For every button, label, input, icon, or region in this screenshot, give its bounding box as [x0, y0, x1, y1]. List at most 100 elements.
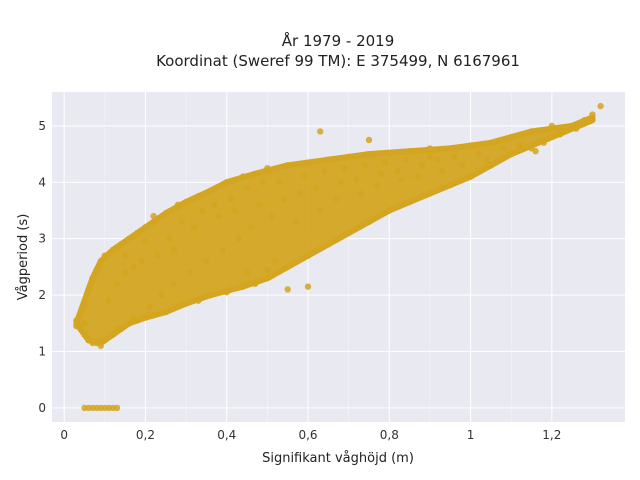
data-point — [158, 291, 165, 299]
data-point — [341, 164, 348, 172]
data-point — [508, 150, 515, 158]
data-point — [243, 269, 251, 276]
data-point — [365, 218, 373, 225]
x-tick-label: 0,8 — [380, 428, 399, 442]
data-point — [487, 139, 495, 146]
data-point — [219, 246, 226, 254]
data-point — [414, 173, 421, 180]
data-point — [556, 131, 564, 138]
data-point — [162, 210, 169, 217]
data-point — [207, 291, 214, 299]
data-point — [532, 148, 539, 155]
data-point — [589, 111, 596, 118]
data-point — [386, 207, 393, 214]
data-point — [467, 173, 474, 180]
data-point — [93, 266, 100, 273]
chart-subtitle: Koordinat (Sweref 99 TM): E 375499, N 61… — [156, 52, 520, 70]
data-point — [154, 252, 161, 259]
data-point — [581, 117, 588, 124]
y-tick-label: 4 — [38, 175, 46, 189]
data-point — [109, 246, 117, 254]
data-point — [268, 212, 275, 220]
data-point — [451, 153, 458, 161]
data-point — [166, 235, 174, 242]
data-point — [447, 145, 454, 152]
data-point — [77, 311, 84, 319]
data-point — [516, 142, 523, 149]
data-point — [264, 164, 271, 172]
data-point — [162, 308, 169, 316]
data-point — [292, 218, 300, 225]
data-point — [101, 337, 109, 344]
data-point — [130, 314, 137, 321]
data-point — [239, 283, 247, 290]
data-point — [377, 170, 385, 177]
data-point — [146, 303, 153, 310]
data-point — [199, 207, 206, 214]
data-point — [475, 150, 482, 158]
data-point — [81, 320, 88, 327]
data-point — [508, 133, 515, 141]
data-point — [243, 184, 251, 192]
data-point — [264, 274, 271, 282]
data-point — [304, 159, 312, 166]
data-point — [434, 156, 442, 163]
data-point — [186, 269, 194, 276]
data-point — [126, 320, 133, 327]
data-point — [239, 173, 247, 180]
data-point — [251, 280, 259, 287]
data-point — [195, 297, 202, 304]
data-point — [317, 207, 324, 214]
data-point — [321, 167, 328, 175]
data-point — [528, 128, 535, 135]
data-point — [142, 224, 149, 231]
data-point — [499, 145, 507, 152]
chart-title: År 1979 - 2019 — [282, 31, 395, 50]
x-tick-label: 0,2 — [136, 428, 155, 442]
data-point — [333, 195, 340, 203]
data-point — [459, 162, 466, 169]
data-point — [365, 136, 373, 144]
y-axis-title: Vågperiod (s) — [16, 214, 31, 301]
data-point — [77, 325, 84, 333]
data-point — [134, 229, 141, 237]
data-point — [357, 190, 365, 197]
data-point — [438, 167, 446, 175]
data-point — [597, 102, 604, 110]
data-point — [215, 212, 222, 220]
data-point — [467, 142, 474, 149]
data-point — [142, 314, 149, 321]
data-point — [223, 179, 230, 186]
data-point — [540, 139, 547, 146]
data-point — [170, 246, 178, 254]
data-point — [426, 153, 434, 161]
data-point — [207, 187, 214, 194]
data-point — [97, 258, 104, 265]
data-point — [487, 162, 495, 169]
y-tick-label: 0 — [38, 401, 46, 415]
data-point — [276, 179, 283, 186]
data-point — [304, 252, 312, 259]
data-point — [150, 311, 157, 319]
data-point — [247, 224, 255, 231]
data-point — [300, 173, 308, 180]
data-point — [97, 342, 104, 350]
data-point — [174, 303, 182, 310]
data-point — [170, 280, 178, 287]
data-point — [150, 212, 157, 220]
data-point — [109, 331, 117, 338]
data-point — [296, 190, 304, 197]
data-point — [126, 235, 133, 242]
x-axis-title: Signifikant våghöjd (m) — [262, 451, 414, 466]
data-point — [284, 286, 291, 293]
data-point — [548, 133, 556, 141]
y-tick-label: 1 — [38, 344, 46, 358]
data-point — [272, 258, 279, 265]
data-point — [317, 128, 324, 135]
data-point — [406, 148, 413, 155]
data-point — [386, 150, 393, 158]
data-point — [280, 195, 287, 203]
data-point — [81, 300, 88, 307]
